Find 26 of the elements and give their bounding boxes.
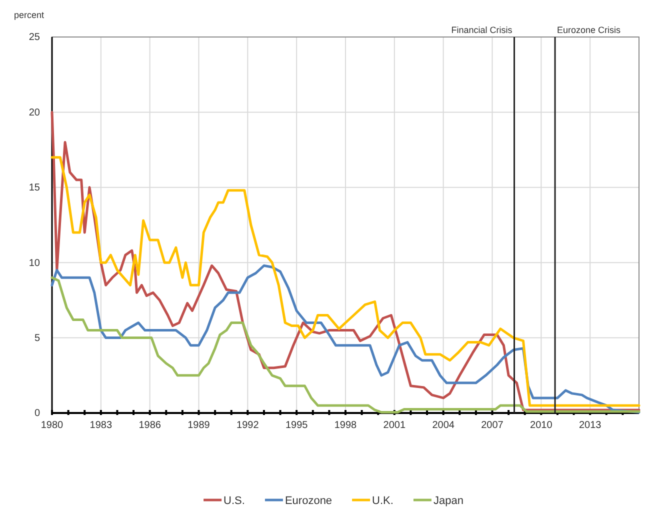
x-tick-label: 1986 [138,420,162,432]
x-tick-label: 1992 [236,420,260,432]
x-tick-label: 2004 [432,420,455,432]
legend-label: U.S. [224,495,245,507]
x-tick-label: 2001 [383,420,406,432]
line-series [50,156,640,407]
y-tick-label: 15 [28,182,40,194]
x-tick-label: 2010 [530,420,553,432]
y-tick-label: 0 [34,408,40,420]
x-tick-label: 1998 [334,420,358,432]
y-tick-label: 10 [28,258,40,269]
x-tick-label: 1989 [188,420,210,432]
legend-label: U.K. [372,495,394,507]
y-tick-label: 20 [28,107,40,118]
ref-line-label: Financial Crisis [451,25,513,35]
x-tick-label: 1995 [285,420,308,432]
legend-label: Eurozone [284,495,332,507]
y-axis-title: percent [14,10,45,20]
x-tick-label: 2007 [481,420,504,432]
ref-line-label: Eurozone Crisis [557,25,622,35]
x-tick-label: 1980 [40,420,64,432]
legend-label: Japan [433,495,464,507]
y-tick-label: 25 [28,32,40,44]
x-tick-label: 2013 [578,420,602,432]
x-tick-label: 1983 [90,420,112,432]
y-tick-label: 5 [34,333,40,344]
